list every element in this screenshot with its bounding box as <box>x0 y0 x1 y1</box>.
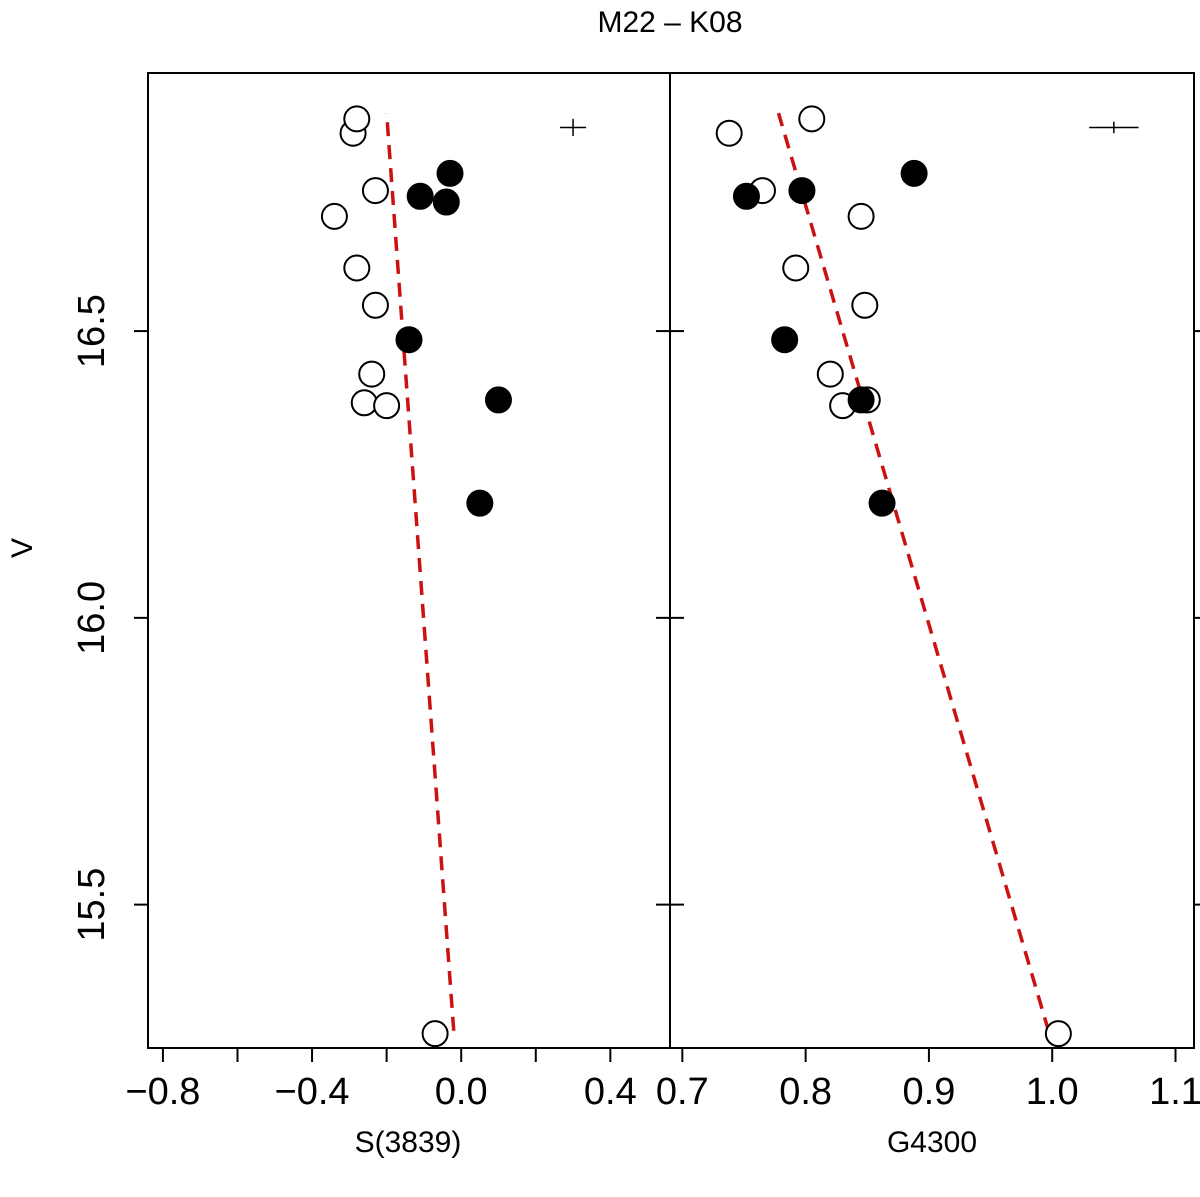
fit-line <box>776 112 1051 1032</box>
open-point <box>847 202 875 230</box>
y-tick-label: 16.0 <box>71 581 113 655</box>
filled-point <box>771 326 799 354</box>
x-axis-label-g4300: G4300 <box>887 1126 977 1159</box>
panel-g4300: 0.7 0.8 0.9 1.0 1.1 <box>656 72 1200 1113</box>
x-tick-label: 0.7 <box>656 1071 709 1113</box>
filled-point <box>868 489 896 517</box>
open-point <box>421 1020 449 1048</box>
plot-frame <box>669 72 1195 1049</box>
x-tick-label: 0.4 <box>584 1071 637 1113</box>
filled-point <box>432 188 460 216</box>
open-point <box>1044 1020 1072 1048</box>
filled-point <box>788 177 816 205</box>
plot-frame <box>147 72 671 1049</box>
y-tick-label: 16.5 <box>71 294 113 368</box>
open-point <box>361 177 389 205</box>
open-point <box>851 291 879 319</box>
x-tick-label: 1.1 <box>1149 1071 1200 1113</box>
open-point <box>782 254 810 282</box>
filled-point <box>466 489 494 517</box>
x-tick-label: −0.8 <box>125 1071 200 1113</box>
chart-title: M22 – K08 <box>597 6 742 39</box>
filled-point <box>395 326 423 354</box>
open-point <box>350 389 378 417</box>
filled-point <box>436 159 464 187</box>
x-tick-label: 0.0 <box>435 1071 488 1113</box>
x-tick-label: 1.0 <box>1026 1071 1079 1113</box>
open-point <box>361 291 389 319</box>
filled-point <box>847 386 875 414</box>
open-point <box>320 202 348 230</box>
y-tick-label: 15.5 <box>71 868 113 942</box>
open-point <box>343 254 371 282</box>
x-tick-label: 0.8 <box>779 1071 832 1113</box>
x-tick-label: −0.4 <box>275 1071 350 1113</box>
y-axis-label: V <box>6 538 39 558</box>
filled-point <box>484 386 512 414</box>
open-point <box>343 105 371 133</box>
open-point <box>798 105 826 133</box>
x-tick-label: 0.9 <box>903 1071 956 1113</box>
panel-s3839: −0.8 −0.4 0.0 0.4 15.5 16.0 16.5 <box>71 72 684 1113</box>
x-axis-label-s3839: S(3839) <box>355 1126 462 1159</box>
filled-point <box>732 182 760 210</box>
open-point <box>715 119 743 147</box>
open-point <box>816 360 844 388</box>
open-point <box>358 360 386 388</box>
filled-point <box>900 159 928 187</box>
open-point <box>373 392 401 420</box>
filled-point <box>406 182 434 210</box>
fit-line <box>384 113 456 1031</box>
